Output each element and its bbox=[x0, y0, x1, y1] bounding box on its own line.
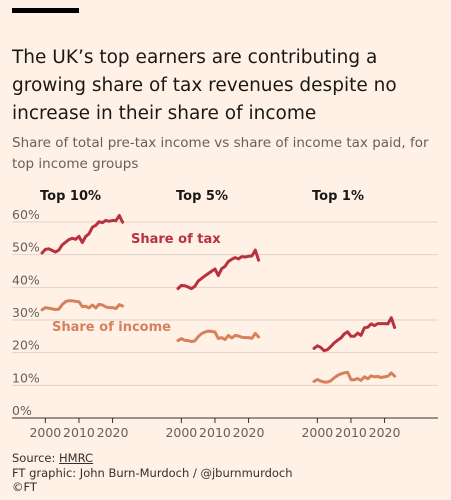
series-label-tax: Share of tax bbox=[131, 232, 221, 247]
x-tick-label: 2000 bbox=[301, 425, 333, 440]
series-label-income: Share of income bbox=[52, 320, 171, 335]
x-tick-label: 2010 bbox=[335, 425, 367, 440]
chart-subtitle: Share of total pre-tax income vs share o… bbox=[12, 135, 429, 172]
source-link[interactable]: HMRC bbox=[59, 451, 94, 465]
y-tick-label: 50% bbox=[12, 240, 40, 255]
graphic-credit: FT graphic: John Burn-Murdoch / @jburnmu… bbox=[12, 465, 293, 480]
x-tick-label: 2000 bbox=[29, 425, 61, 440]
panel-title: Top 5% bbox=[176, 189, 228, 204]
panel-title: Top 1% bbox=[312, 189, 364, 204]
x-tick-label: 2020 bbox=[369, 425, 401, 440]
chart-title: The UK’s top earners are contributing a … bbox=[12, 47, 397, 124]
x-tick-label: 2010 bbox=[63, 425, 95, 440]
tax-share-line bbox=[176, 248, 261, 291]
source-prefix: Source: bbox=[12, 451, 60, 465]
x-tick-label: 2020 bbox=[97, 425, 129, 440]
x-tick-label: 2000 bbox=[165, 425, 197, 440]
panel-title: Top 10% bbox=[40, 189, 101, 204]
x-tick-label: 2010 bbox=[199, 425, 231, 440]
y-tick-label: 0% bbox=[12, 403, 32, 418]
x-tick-label: 2020 bbox=[233, 425, 265, 440]
y-tick-label: 20% bbox=[12, 338, 40, 353]
income-share-line bbox=[176, 329, 261, 344]
brand-bar bbox=[12, 8, 79, 13]
tax-share-line bbox=[312, 316, 397, 353]
y-tick-label: 30% bbox=[12, 305, 40, 320]
y-tick-label: 40% bbox=[12, 272, 40, 287]
income-share-line bbox=[40, 299, 125, 312]
income-share-line bbox=[312, 370, 397, 384]
source-line: Source: HMRC bbox=[12, 451, 293, 466]
y-tick-label: 10% bbox=[12, 370, 40, 385]
tax-share-line bbox=[40, 214, 125, 255]
copyright: ©FT bbox=[12, 480, 37, 494]
footer: Source: HMRC FT graphic: John Burn-Murdo… bbox=[12, 451, 293, 495]
y-tick-label: 60% bbox=[12, 207, 40, 222]
